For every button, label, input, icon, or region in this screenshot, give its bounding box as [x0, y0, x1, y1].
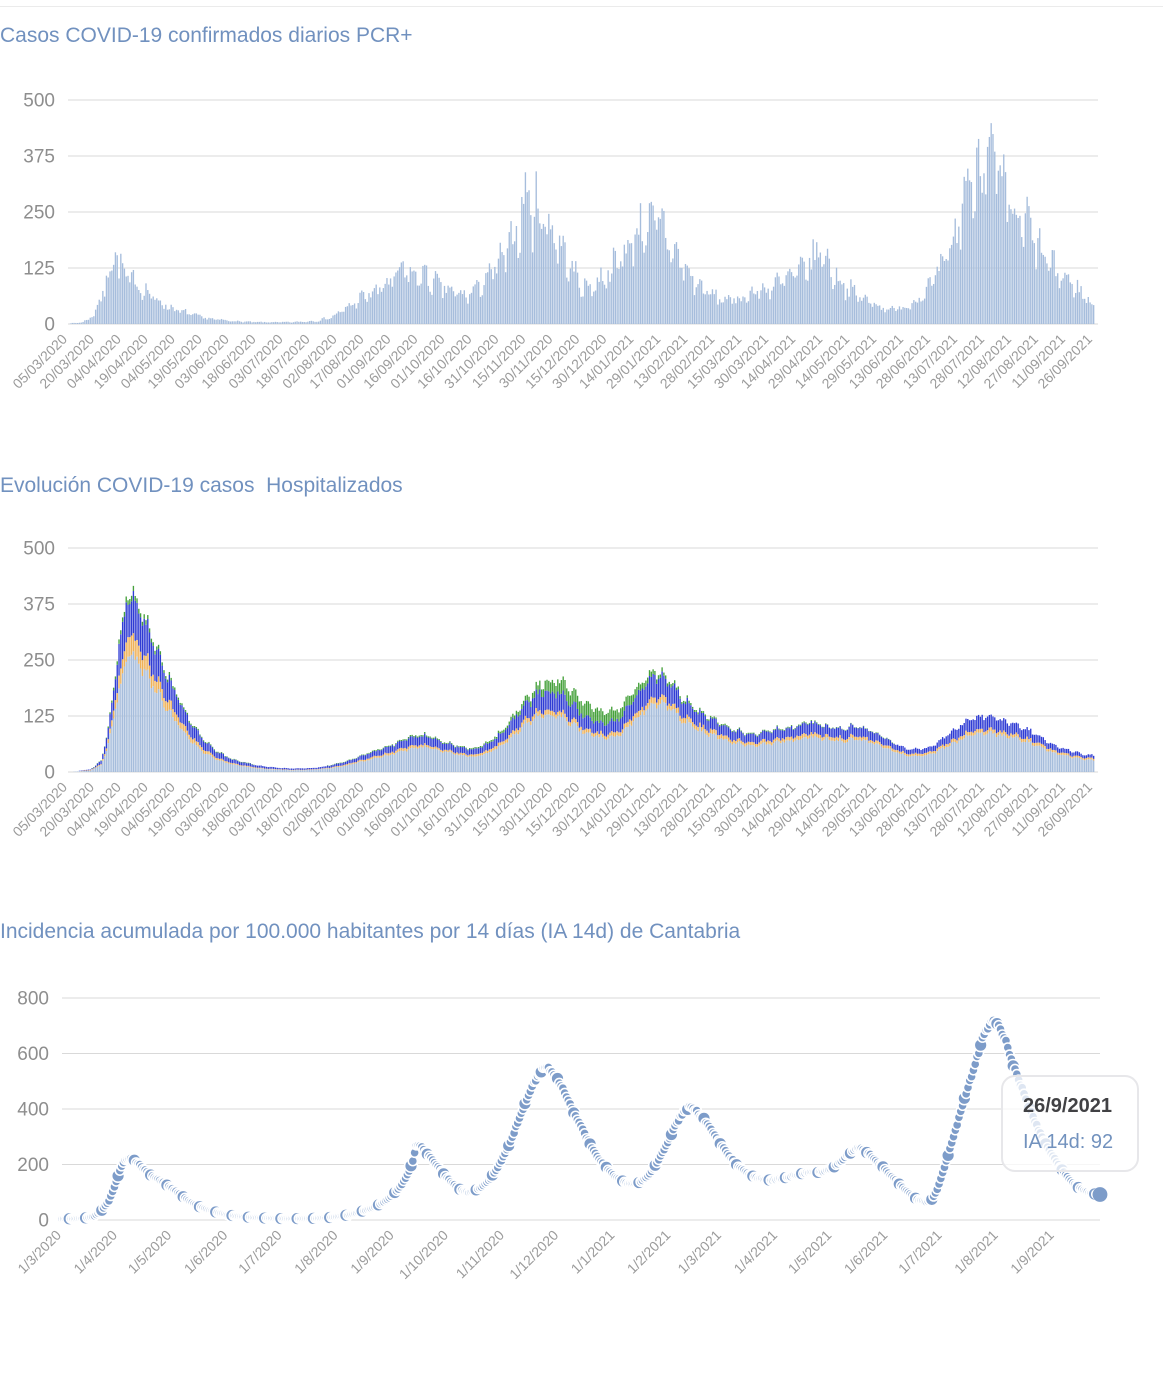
svg-text:1/7/2021: 1/7/2021: [895, 1227, 945, 1277]
svg-text:0: 0: [44, 763, 55, 784]
tooltip-value: IA 14d: 92: [1023, 1131, 1114, 1153]
svg-text:375: 375: [23, 595, 55, 616]
svg-text:1/7/2020: 1/7/2020: [235, 1227, 285, 1277]
pcr-bars: [69, 123, 1095, 324]
stack-series-blue: [78, 590, 1095, 772]
svg-text:1/9/2020: 1/9/2020: [347, 1227, 397, 1277]
svg-text:125: 125: [23, 707, 55, 728]
gridlines: [68, 99, 1098, 325]
svg-text:1/8/2020: 1/8/2020: [291, 1227, 341, 1277]
y-axis-labels: 0 125 250 375 500: [23, 539, 55, 784]
svg-text:200: 200: [17, 1155, 49, 1176]
tooltip-date: 26/9/2021: [1023, 1095, 1112, 1117]
svg-text:0: 0: [38, 1211, 49, 1232]
svg-text:1/11/2020: 1/11/2020: [453, 1227, 508, 1282]
y-axis-labels: 0 125 250 375 500: [23, 91, 55, 336]
chart-title-hospitalizados: Evolución COVID-19 casos Hospitalizados: [0, 474, 403, 497]
svg-text:1/6/2021: 1/6/2021: [841, 1227, 891, 1277]
chart-title-pcr: Casos COVID-19 confirmados diarios PCR+: [0, 24, 413, 47]
y-axis-labels: 0 200 400 600 800: [17, 989, 49, 1232]
svg-text:1/4/2021: 1/4/2021: [730, 1227, 780, 1277]
top-divider: [0, 6, 1163, 7]
svg-text:0: 0: [44, 315, 55, 336]
hospitalized-stacked-bar-chart[interactable]: 0 125 250 375 500 05/03/202020/03/202004/04/2…: [0, 508, 1163, 908]
svg-text:1/5/2020: 1/5/2020: [125, 1227, 175, 1277]
svg-text:1/5/2021: 1/5/2021: [785, 1227, 835, 1277]
tooltip: 26/9/2021 IA 14d: 92: [1001, 1075, 1139, 1172]
svg-text:1/8/2021: 1/8/2021: [951, 1227, 1001, 1277]
svg-text:1/10/2020: 1/10/2020: [396, 1227, 452, 1283]
stack-series-orange: [80, 633, 1095, 772]
stack-series-light-blue: [73, 651, 1095, 772]
selected-point[interactable]: [1092, 1187, 1108, 1202]
svg-text:400: 400: [17, 1100, 49, 1121]
svg-text:1/9/2021: 1/9/2021: [1007, 1227, 1057, 1277]
x-axis-labels: 1/3/2020 1/4/2020 1/5/2020 1/6/2020 1/7/2020…: [14, 1227, 1057, 1283]
x-axis-labels: 05/03/202020/03/202004/04/202019/04/2020…: [9, 779, 1095, 840]
svg-text:1/12/2020: 1/12/2020: [506, 1227, 562, 1283]
ia14d-dots: [56, 1015, 1104, 1226]
svg-text:375: 375: [23, 147, 55, 168]
svg-text:1/4/2020: 1/4/2020: [70, 1227, 120, 1277]
svg-text:1/2/2021: 1/2/2021: [624, 1227, 674, 1277]
svg-text:1/3/2021: 1/3/2021: [674, 1227, 724, 1277]
svg-text:1/1/2021: 1/1/2021: [568, 1227, 618, 1277]
svg-text:250: 250: [23, 651, 55, 672]
x-axis-labels: 05/03/202020/03/202004/04/202019/04/2020…: [9, 331, 1095, 392]
svg-text:500: 500: [23, 91, 55, 112]
pcr-daily-bar-chart[interactable]: 0 125 250 375 500 05/03/202020/03/202004/04/2…: [0, 60, 1163, 460]
chart-title-ia14d: Incidencia acumulada por 100.000 habitan…: [0, 920, 741, 943]
gridlines: [62, 997, 1100, 1221]
svg-text:1/3/2020: 1/3/2020: [14, 1227, 64, 1277]
svg-text:250: 250: [23, 203, 55, 224]
svg-text:1/6/2020: 1/6/2020: [181, 1227, 231, 1277]
svg-text:600: 600: [17, 1044, 49, 1065]
svg-text:500: 500: [23, 539, 55, 560]
svg-text:800: 800: [17, 989, 49, 1010]
stack-series-green: [91, 585, 895, 769]
svg-text:125: 125: [23, 259, 55, 280]
